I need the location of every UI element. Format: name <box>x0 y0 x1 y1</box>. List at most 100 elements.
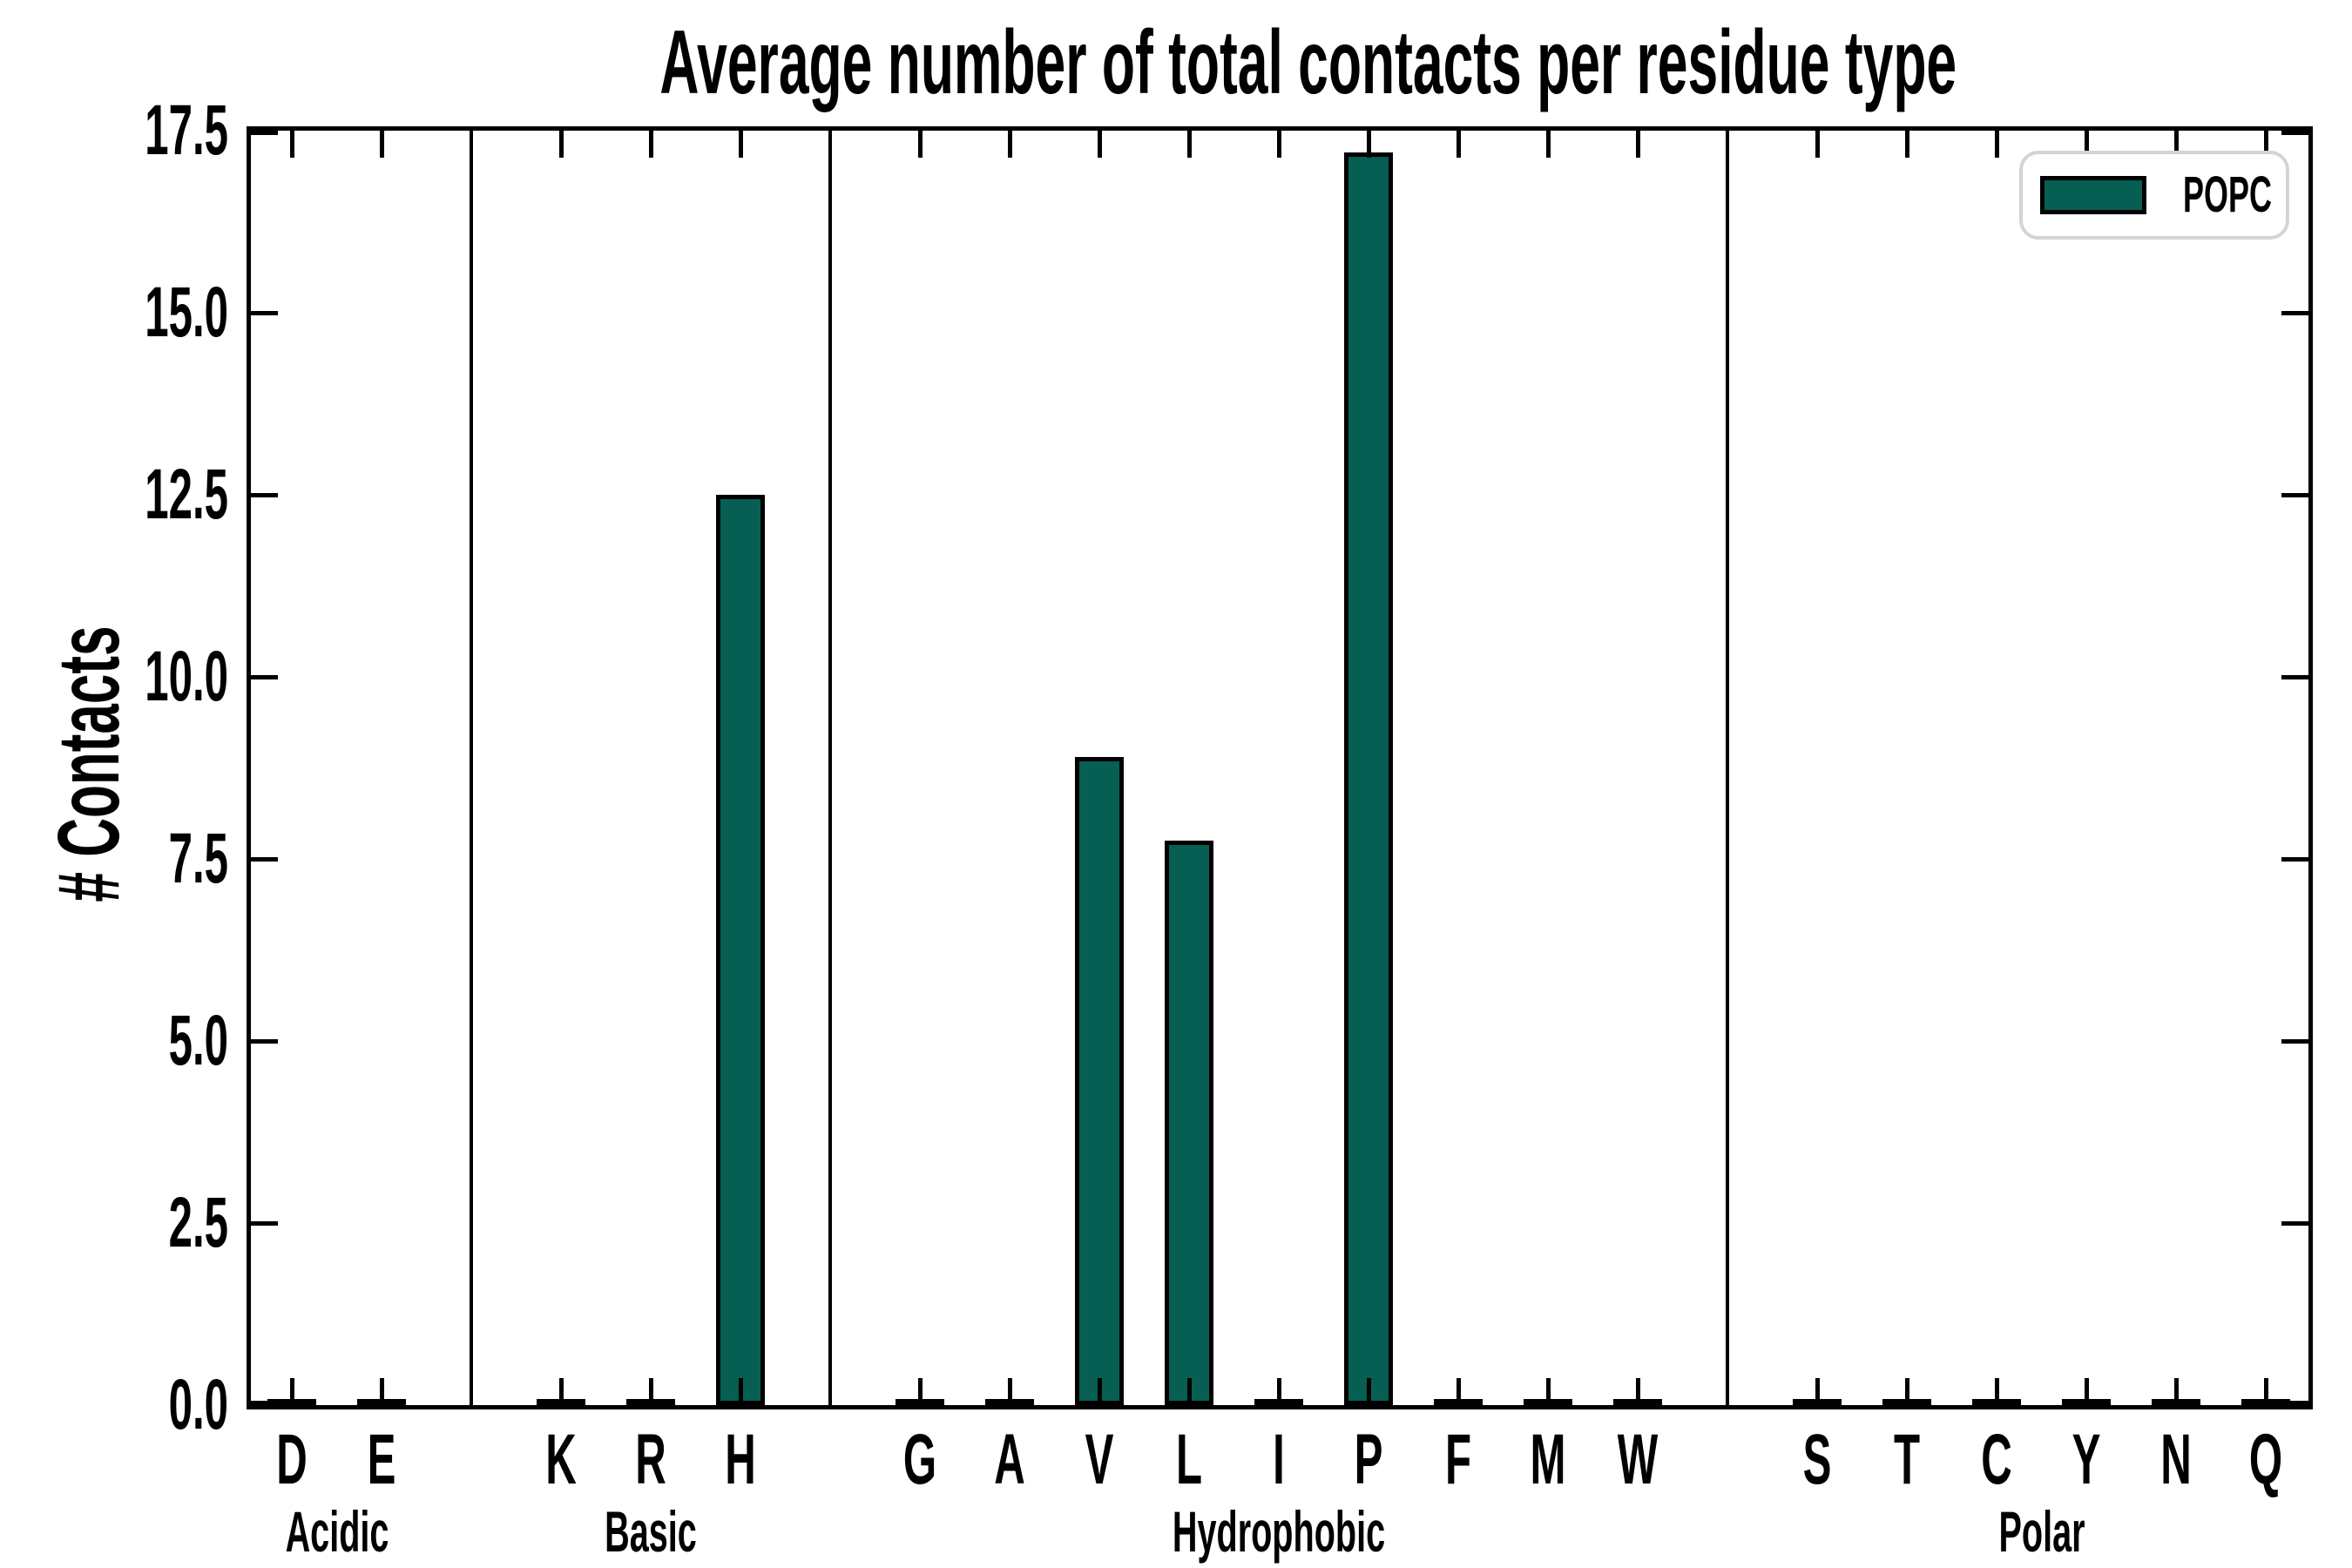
x-tick-label-V: V <box>1085 1420 1114 1499</box>
y-tick-left <box>251 492 278 497</box>
y-tick-left <box>251 1038 278 1044</box>
y-tick-right <box>2281 492 2308 497</box>
x-tick-top <box>1007 131 1012 158</box>
x-tick-label-H: H <box>725 1420 756 1499</box>
y-tick-left <box>251 674 278 679</box>
x-tick-top <box>1276 131 1281 158</box>
y-tick-right <box>2281 674 2308 679</box>
legend-box: POPC <box>2019 151 2289 240</box>
group-label-acidic: Acidic <box>285 1499 389 1564</box>
axis-ticks-layer <box>251 131 2308 1405</box>
y-tick-right <box>2281 1401 2308 1405</box>
x-tick-bottom <box>1815 1378 1820 1405</box>
y-tick-label-2.5: 2.5 <box>168 1183 228 1262</box>
x-tick-top <box>558 131 564 158</box>
x-tick-bottom <box>2173 1378 2179 1405</box>
bar-H <box>716 495 765 1405</box>
x-tick-label-E: E <box>367 1420 396 1499</box>
x-tick-top <box>738 131 743 158</box>
x-tick-bottom <box>2263 1378 2268 1405</box>
group-separator <box>470 131 473 1405</box>
x-tick-label-N: N <box>2160 1420 2192 1499</box>
y-tick-right <box>2281 131 2308 135</box>
x-tick-top <box>1545 131 1551 158</box>
x-tick-top <box>2173 131 2179 158</box>
x-tick-label-R: R <box>635 1420 666 1499</box>
y-tick-left <box>251 1220 278 1226</box>
y-tick-left <box>251 856 278 862</box>
x-tick-top <box>1635 131 1640 158</box>
plot-area <box>247 126 2313 1409</box>
x-tick-top <box>917 131 923 158</box>
x-tick-bottom <box>1186 1378 1192 1405</box>
y-tick-label-17.5: 17.5 <box>145 91 228 170</box>
group-label-basic: Basic <box>605 1499 697 1564</box>
y-tick-label-10.0: 10.0 <box>145 637 228 716</box>
legend-label: POPC <box>2183 166 2272 223</box>
y-tick-right <box>2281 1038 2308 1044</box>
x-tick-top <box>379 131 384 158</box>
y-tick-right <box>2281 1220 2308 1226</box>
x-tick-label-F: F <box>1444 1420 1472 1499</box>
x-tick-top <box>2084 131 2089 158</box>
x-tick-label-C: C <box>1981 1420 2012 1499</box>
y-tick-left <box>251 310 278 315</box>
x-tick-label-L: L <box>1175 1420 1203 1499</box>
x-tick-label-I: I <box>1273 1420 1285 1499</box>
x-tick-label-K: K <box>545 1420 577 1499</box>
x-tick-bottom <box>289 1378 294 1405</box>
y-tick-label-12.5: 12.5 <box>145 455 228 534</box>
x-tick-bottom <box>1007 1378 1012 1405</box>
x-tick-bottom <box>1097 1378 1102 1405</box>
bar-L <box>1165 841 1213 1405</box>
x-tick-label-G: G <box>902 1420 937 1499</box>
x-tick-label-T: T <box>1893 1420 1921 1499</box>
x-tick-label-Y: Y <box>2072 1420 2101 1499</box>
bar-P <box>1344 152 1393 1405</box>
x-tick-bottom <box>1994 1378 1999 1405</box>
y-tick-left <box>251 1401 278 1405</box>
group-separator <box>1726 131 1729 1405</box>
x-tick-label-D: D <box>276 1420 308 1499</box>
x-tick-label-A: A <box>994 1420 1025 1499</box>
x-tick-bottom <box>1456 1378 1461 1405</box>
y-tick-left <box>251 131 278 135</box>
group-label-polar: Polar <box>1997 1499 2085 1564</box>
x-tick-top <box>1456 131 1461 158</box>
y-tick-right <box>2281 310 2308 315</box>
x-tick-top <box>1815 131 1820 158</box>
legend-swatch-popc <box>2040 176 2146 214</box>
x-tick-top <box>1994 131 1999 158</box>
x-tick-bottom <box>738 1378 743 1405</box>
x-tick-top <box>1366 131 1371 158</box>
group-label-hydrophobic: Hydrophobic <box>1172 1499 1386 1564</box>
chart-title: Average number of total contacts per res… <box>659 12 1957 113</box>
group-separators-layer <box>251 131 2308 1405</box>
x-tick-top <box>1904 131 1909 158</box>
x-tick-bottom <box>648 1378 653 1405</box>
x-tick-bottom <box>558 1378 564 1405</box>
x-tick-label-S: S <box>1802 1420 1832 1499</box>
x-tick-bottom <box>2084 1378 2089 1405</box>
group-separator <box>828 131 832 1405</box>
x-tick-label-M: M <box>1530 1420 1566 1499</box>
y-tick-label-15.0: 15.0 <box>145 273 228 352</box>
x-tick-top <box>2263 131 2268 158</box>
y-tick-label-7.5: 7.5 <box>168 819 228 898</box>
x-tick-top <box>648 131 653 158</box>
x-tick-top <box>1186 131 1192 158</box>
x-tick-bottom <box>917 1378 923 1405</box>
x-tick-label-P: P <box>1354 1420 1383 1499</box>
x-tick-bottom <box>1545 1378 1551 1405</box>
y-tick-right <box>2281 856 2308 862</box>
y-tick-label-5.0: 5.0 <box>168 1001 228 1080</box>
x-tick-top <box>1097 131 1102 158</box>
x-tick-top <box>289 131 294 158</box>
x-tick-bottom <box>1276 1378 1281 1405</box>
x-tick-bottom <box>1635 1378 1640 1405</box>
y-tick-label-0.0: 0.0 <box>168 1365 228 1444</box>
x-tick-bottom <box>1904 1378 1909 1405</box>
x-tick-bottom <box>379 1378 384 1405</box>
x-tick-label-Q: Q <box>2248 1420 2283 1499</box>
